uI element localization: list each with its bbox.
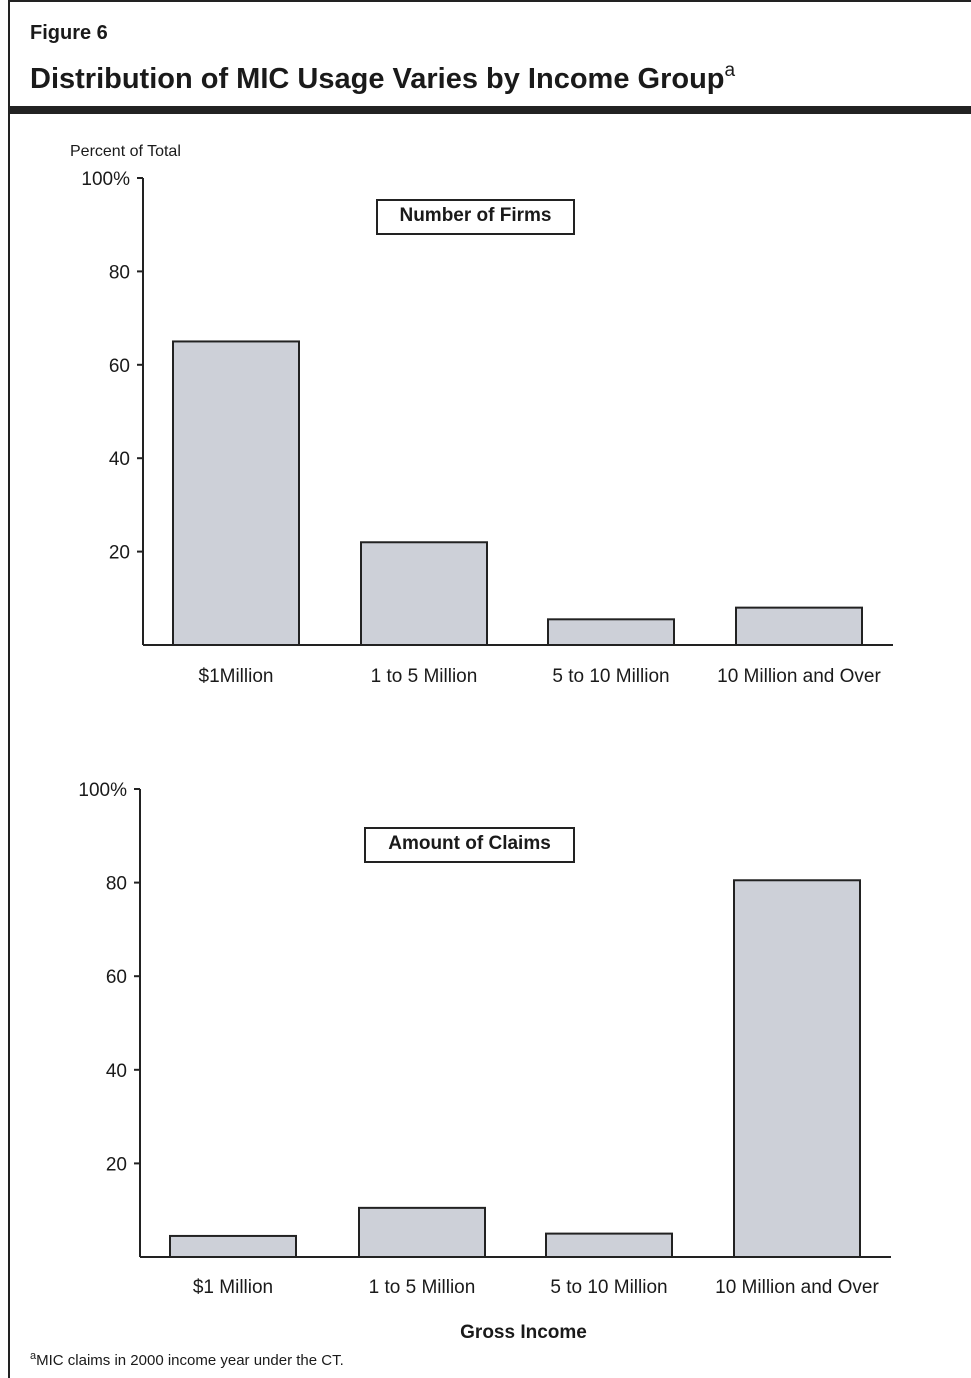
chart-1-category-label: $1Million — [199, 666, 274, 687]
footnote-text: MIC claims in 2000 income year under the… — [36, 1352, 344, 1369]
chart-2-category-label: 10 Million and Over — [715, 1277, 879, 1298]
chart-2-bar — [733, 879, 861, 1258]
chart-2-y-tick-label: 60 — [106, 967, 127, 988]
chart-1-y-tick-label: 60 — [109, 356, 130, 377]
chart-2-title: Amount of Claims — [364, 827, 575, 863]
chart-1-category-label: 1 to 5 Million — [371, 666, 478, 687]
figure-title-superscript: a — [724, 60, 736, 81]
figure-label: Figure 6 — [30, 22, 108, 44]
chart-2-bar — [545, 1232, 673, 1258]
x-axis-label: Gross Income — [460, 1322, 587, 1343]
chart-2-y-tick-label: 80 — [106, 874, 127, 895]
chart-2-category-label: 5 to 10 Million — [550, 1277, 667, 1298]
chart-2-y-tick-label: 20 — [106, 1154, 127, 1175]
chart-1-bar — [172, 340, 300, 646]
chart-1-category-label: 10 Million and Over — [717, 666, 881, 687]
chart-1-category-label: 5 to 10 Million — [552, 666, 669, 687]
figure-frame — [8, 0, 971, 1378]
chart-1-y-tick-label: 80 — [109, 262, 130, 283]
title-rule — [8, 106, 971, 114]
chart-1-bar — [735, 606, 863, 647]
chart-2-y-tick-label: 40 — [106, 1061, 127, 1082]
chart-1-bar — [547, 618, 675, 647]
chart-1-bar — [360, 541, 488, 647]
chart-1-y-tick-label: 40 — [109, 449, 130, 470]
chart-2-bar — [358, 1206, 486, 1258]
chart-1-y-tick-label: 100% — [81, 169, 130, 190]
chart-2-category-label: $1 Million — [193, 1277, 273, 1298]
figure-title: Distribution of MIC Usage Varies by Inco… — [30, 60, 735, 96]
chart-1-title: Number of Firms — [376, 199, 575, 235]
chart-2-y-tick-label: 100% — [78, 780, 127, 801]
footnote: aMIC claims in 2000 income year under th… — [30, 1350, 344, 1369]
figure-title-text: Distribution of MIC Usage Varies by Inco… — [30, 63, 725, 95]
chart-1-y-tick-label: 20 — [109, 543, 130, 564]
chart-1-y-axis-label: Percent of Total — [70, 143, 181, 160]
footnote-marker: a — [30, 1350, 37, 1362]
chart-2-category-label: 1 to 5 Million — [369, 1277, 476, 1298]
chart-2-bar — [169, 1234, 297, 1258]
